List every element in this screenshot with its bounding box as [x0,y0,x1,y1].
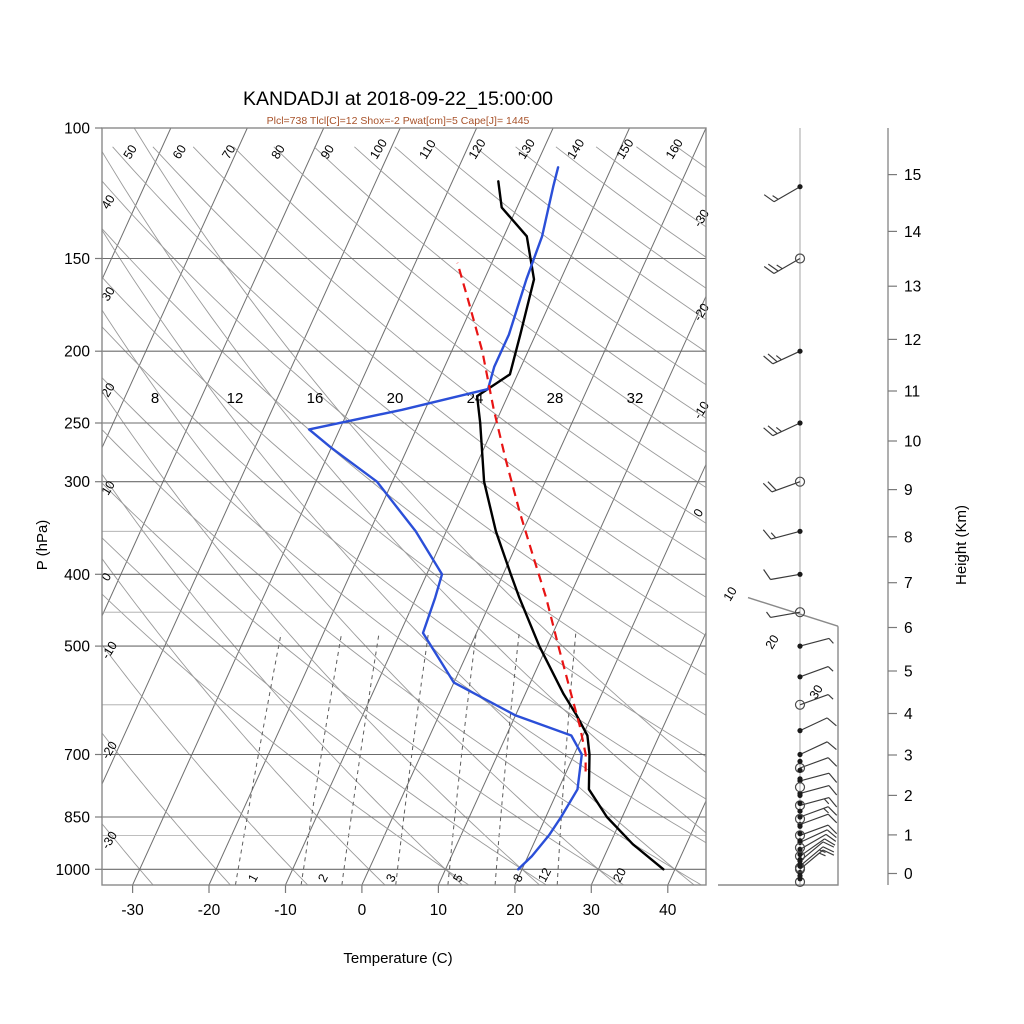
wind-level-dot [797,861,803,868]
height-tick-label: 4 [904,706,913,723]
dry-adiabat-label: 60 [170,142,189,161]
pressure-tick-label: 250 [64,416,90,433]
page-title: KANDADJI at 2018-09-22_15:00:00 [243,88,553,110]
wind-level-dot [794,813,806,825]
wind-barb[interactable] [763,184,803,203]
height-tick-label: 9 [904,482,913,499]
pressure-tick-label: 850 [64,810,90,827]
temperature-tick-label: 10 [430,902,448,919]
wind-level-dot [797,758,803,764]
theta-label: 32 [627,390,644,407]
pressure-tick-label: 300 [64,474,90,491]
trace-dewpoint [307,166,583,871]
wind-barb[interactable] [763,569,803,581]
wind-level-dot [797,823,803,829]
pressure-tick-label: 150 [64,251,90,268]
mixing-ratio-label: 20 [610,866,629,885]
moist-adiabat-label: 30 [99,284,118,303]
theta-label: 16 [307,390,324,407]
indices-subtitle: Plcl=738 Tlcl[C]=12 Shox=-2 Pwat[cm]=5 C… [267,115,530,127]
isotherm-label: 20 [763,632,782,651]
wind-barb[interactable] [762,528,803,540]
height-tick-label: 11 [904,384,920,401]
wind-level-dot [797,856,803,863]
wind-barb[interactable] [797,637,834,649]
dry-adiabat-label: 90 [318,142,337,161]
mixing-ratio-label: 12 [535,866,554,885]
isotherm-label: 10 [721,584,740,603]
temperature-tick-label: 40 [659,902,677,919]
wind-barb-panel[interactable] [762,128,838,888]
temperature-tick-label: -10 [274,902,297,919]
wind-barb[interactable] [763,348,803,365]
wind-barb[interactable] [763,253,806,274]
height-tick-label: 14 [904,224,922,241]
wind-barb[interactable] [797,717,837,734]
temperature-tick-label: -20 [198,902,221,919]
trace-parcel [456,262,587,772]
theta-label: 28 [547,390,564,407]
y-axis-title: P (hPa) [34,520,51,571]
wind-level-dot [797,792,803,799]
wind-level-dot [797,851,803,858]
height-tick-label: 3 [904,748,913,765]
height-tick-label: 2 [904,788,913,805]
theta-label: 12 [227,390,244,407]
plot-frame [101,127,839,886]
moist-adiabat-label: 20 [99,380,118,399]
wind-level-dot [794,782,806,793]
height-tick-label: 0 [904,866,913,883]
height-tick-label: 6 [904,620,913,637]
temperature-tick-label: -30 [121,902,144,919]
pressure-tick-label: 200 [64,344,90,361]
temperature-tick-label: 20 [506,902,524,919]
wind-level-dot [797,831,803,837]
x-axis-title: Temperature (C) [343,950,452,967]
height-tick-label: 5 [904,664,913,681]
pressure-tick-label: 400 [64,567,90,584]
height-tick-label: 8 [904,529,913,546]
pressure-tick-label: 1000 [56,862,91,879]
wind-level-dot [797,767,803,773]
trace-temperature [475,180,665,871]
wind-barb[interactable] [766,607,806,618]
temperature-tick-label: 0 [358,902,367,919]
wind-level-dot [797,776,803,782]
dry-adiabat-label: 80 [269,142,288,161]
wind-barb[interactable] [797,741,837,758]
pressure-tick-label: 100 [64,121,90,138]
height-tick-label: 1 [904,827,913,844]
wind-barb[interactable] [762,476,806,493]
moist-adiabat-label: 40 [99,192,118,211]
dry-adiabat-label: 70 [219,142,238,161]
height-tick-label: 15 [904,167,921,184]
wind-level-dot [797,838,803,844]
grid-labels: 50 60 70 80 90 100 110 120 130 140 150 160403020100… [99,136,826,884]
theta-label: 20 [387,390,404,407]
theta-label: 8 [151,390,159,407]
wind-level-dot [797,808,803,814]
wind-barb[interactable] [797,806,838,820]
pressure-tick-label: 700 [64,747,90,764]
moist-adiabat-label: 10 [99,478,118,497]
wind-barb[interactable] [763,420,803,437]
wind-barb[interactable] [794,694,834,710]
height-tick-label: 12 [904,332,921,349]
height-tick-label: 7 [904,575,913,592]
dry-adiabat-label: 50 [121,142,140,161]
height-tick-label: 13 [904,279,921,296]
wind-barb[interactable] [797,666,834,680]
height-tick-label: 10 [904,434,922,451]
sounding-traces [307,166,665,871]
y2-axis-title: Height (Km) [953,505,970,585]
temperature-tick-label: 30 [583,902,601,919]
pressure-tick-label: 500 [64,639,90,656]
wind-level-dot [797,800,803,807]
